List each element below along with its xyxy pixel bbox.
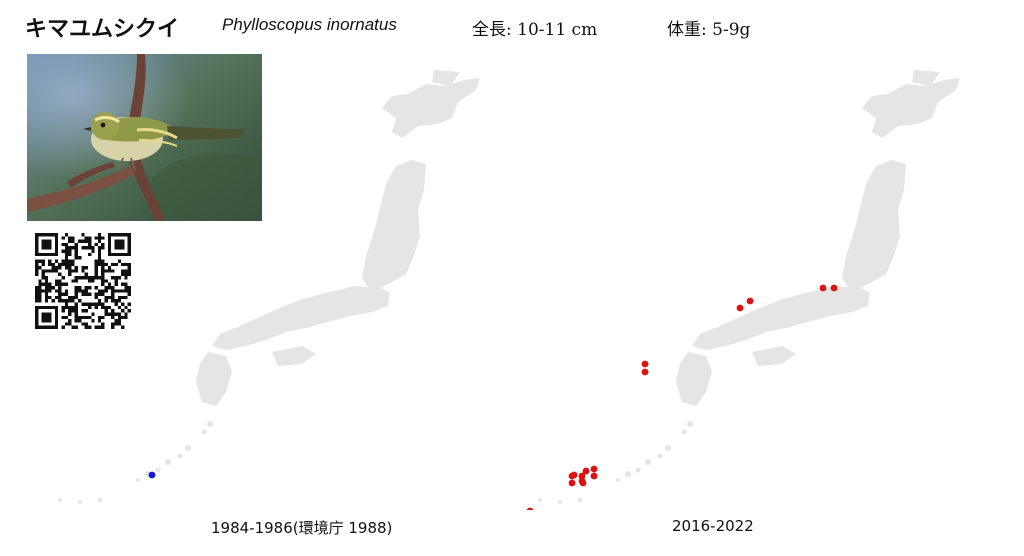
survey-2016-2022-record-dot [578,472,586,480]
survey-2016-2022-record-dot [579,479,587,487]
survey-1984-1986-record-dot [148,471,156,479]
survey-2016-2022-record-dot [568,472,576,480]
survey-2016-2022-record-dot [568,479,576,487]
survey-2016-2022-record-dot [590,465,598,473]
record-dots-1984-1986 [148,471,156,479]
survey-2016-2022-record-dot [590,472,598,480]
qr-code-icon[interactable] [35,233,131,329]
japanese-name: キマユムシクイ [25,17,180,42]
body-length: 全長: 10-11 cm [472,20,598,40]
japan-landmass [538,70,960,504]
survey-2016-2022-record-dot [830,284,838,292]
survey-2016-2022-record-dot [526,507,534,515]
survey-2016-2022-record-dot [641,360,649,368]
bird-photo [27,54,262,221]
survey-2016-2022-record-dot [641,368,649,376]
map-caption-2016-2022: 2016-2022 [672,517,754,535]
scientific-name: Phylloscopus inornatus [222,15,397,34]
body-weight: 体重: 5-9g [667,20,751,40]
map-caption-1984-1986: 1984-1986(環境庁 1988) [211,519,393,537]
survey-2016-2022-record-dot [819,284,827,292]
species-header: キマユムシクイ Phylloscopus inornatus 全長: 10-11… [0,0,1024,52]
survey-2016-2022-record-dot [582,467,590,475]
distribution-map-2016-2022 [494,60,960,521]
distribution-map-1984-1986 [40,60,480,514]
japan-landmass [58,70,480,504]
survey-2016-2022-record-dot [746,297,754,305]
survey-2016-2022-record-dot [736,304,744,312]
